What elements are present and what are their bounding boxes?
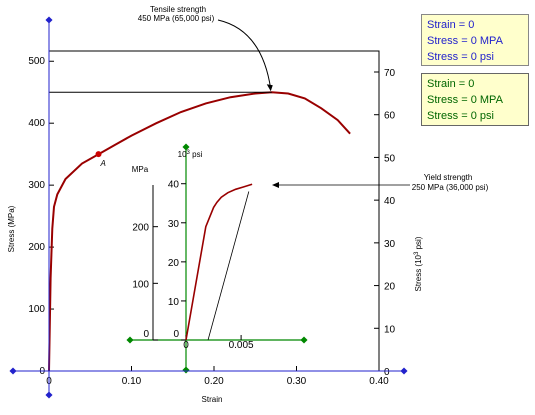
yield-strength-label-line1: Yield strength — [424, 173, 473, 182]
y-left-tick-label: 300 — [28, 180, 45, 191]
y-right-tick-label: 10 — [384, 324, 396, 335]
readout-panel-green: Strain = 0 Stress = 0 MPA Stress = 0 psi — [421, 73, 529, 126]
inset-mpa-tick-label: 0 — [143, 329, 149, 340]
x-tick-label: 0.20 — [204, 376, 224, 387]
y-right-tick-label: 30 — [384, 239, 396, 250]
inset-x-tick-label: 0 — [183, 340, 189, 351]
x-tick-label: 0.30 — [287, 376, 307, 387]
readout-green-stress-mpa: Stress = 0 MPA — [427, 94, 503, 106]
y-right-tick-label: 20 — [384, 282, 396, 293]
tensile-strength-arrow — [217, 19, 272, 90]
inset-axis-handle — [126, 336, 134, 344]
x-axis-title: Strain — [202, 395, 223, 404]
y-right-tick-label: 0 — [384, 367, 390, 378]
y-right-tick-label: 60 — [384, 111, 396, 122]
readout-panel-blue: Strain = 0 Stress = 0 MPA Stress = 0 psi — [421, 14, 529, 66]
axis-handle — [45, 391, 53, 399]
y-left-tick-label: 500 — [28, 56, 45, 67]
y-right-tick-label: 70 — [384, 68, 396, 79]
series-line-main — [48, 91, 351, 372]
yield-strength-arrowhead — [272, 182, 279, 188]
inset-mpa-tick-label: 100 — [132, 279, 149, 290]
inset-mpa-tick-label: 200 — [132, 223, 149, 234]
y-right-tick-label: 40 — [384, 196, 396, 207]
inset-axis-handle — [182, 143, 190, 151]
marker-a — [95, 151, 102, 158]
readout-blue-stress-mpa: Stress = 0 MPA — [427, 35, 503, 47]
readout-blue-stress-psi: Stress = 0 psi — [427, 51, 494, 63]
inset-psi-label: 103 psi — [178, 150, 203, 159]
readout-green-stress-psi: Stress = 0 psi — [427, 110, 494, 122]
inset-psi-tick-label: 20 — [168, 258, 180, 269]
axis-handle — [9, 367, 17, 375]
yield-strength-label-line2: 250 MPa (36,000 psi) — [412, 183, 489, 192]
axis-handle — [400, 367, 408, 375]
inset-psi-tick-label: 30 — [168, 219, 180, 230]
readout-blue-strain: Strain = 0 — [427, 19, 475, 31]
tensile-strength-arrowhead — [266, 84, 273, 92]
tensile-strength-label-line2: 450 MPa (65,000 psi) — [138, 14, 215, 23]
series-line-inset — [185, 183, 253, 341]
axis-handle — [45, 16, 53, 24]
y-axis-title-left: Stress (MPa) — [7, 205, 16, 252]
y-left-tick-label: 100 — [28, 304, 45, 315]
inset-x-tick-label: 0.005 — [229, 340, 254, 351]
plot-frame — [48, 50, 380, 372]
marker-a-label: A — [100, 159, 106, 168]
inset-psi-tick-label: 10 — [168, 297, 180, 308]
y-right-tick-label: 50 — [384, 153, 396, 164]
y-axis-title-right: Stress (103 psi) — [414, 236, 423, 291]
inset-psi-tick-label: 40 — [168, 180, 180, 191]
readout-green-strain: Strain = 0 — [427, 78, 475, 90]
tensile-strength-label-line1: Tensile strength — [150, 5, 206, 14]
inset-axis-handle — [300, 336, 308, 344]
inset-offset-line — [207, 191, 250, 341]
inset-psi-tick-label: 0 — [173, 329, 179, 340]
x-tick-label: 0.10 — [122, 376, 142, 387]
inset-mpa-label: MPa — [132, 165, 149, 174]
y-left-tick-label: 400 — [28, 118, 45, 129]
inset-axis-handle — [182, 366, 190, 374]
y-left-tick-label: 200 — [28, 242, 45, 253]
x-tick-label: 0.40 — [369, 376, 389, 387]
